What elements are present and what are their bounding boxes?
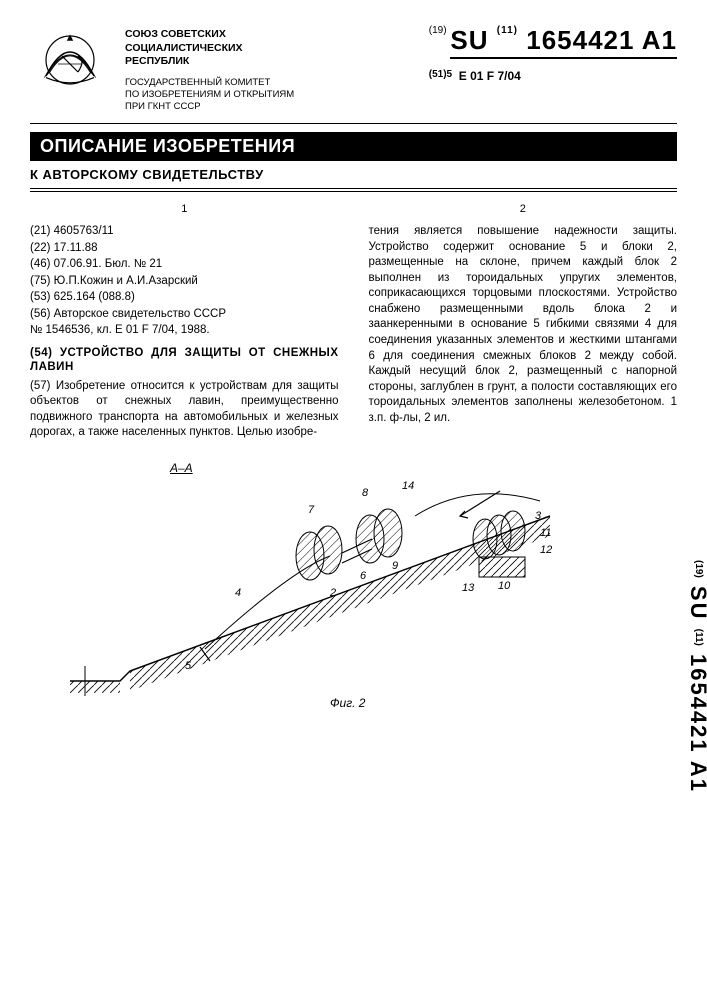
authority-line: СОЦИАЛИСТИЧЕСКИХ	[125, 42, 414, 56]
svg-text:8: 8	[362, 487, 369, 499]
abstract-text-left: Изобретение относится к устройствам для …	[30, 380, 339, 439]
figure-caption: Фиг. 2	[330, 696, 365, 710]
svg-text:12: 12	[540, 544, 552, 556]
column-number: 1	[30, 202, 339, 217]
svg-text:10: 10	[498, 580, 511, 592]
kind-code: A1	[642, 25, 677, 55]
committee-line: ГОСУДАРСТВЕННЫЙ КОМИТЕТ	[125, 77, 414, 89]
invention-title: (54) УСТРОЙСТВО ДЛЯ ЗАЩИТЫ ОТ СНЕЖНЫХ ЛА…	[30, 347, 339, 375]
column-left: 1 (21) 4605763/11 (22) 17.11.88 (46) 07.…	[30, 202, 339, 441]
figure-2: А–А 5 4	[30, 461, 677, 721]
ipc-block: (51)5 E 01 F 7/04	[429, 69, 677, 83]
svg-text:3: 3	[535, 510, 542, 522]
biblio-56a: (56) Авторское свидетельство СССР	[30, 307, 339, 323]
side-country: SU	[686, 586, 707, 621]
column-number: 2	[369, 202, 678, 217]
svg-text:5: 5	[185, 660, 192, 672]
side-number: 1654421 A1	[686, 654, 707, 793]
biblio-75: (75) Ю.П.Кожин и А.И.Азарский	[30, 274, 339, 290]
biblio-21: (21) 4605763/11	[30, 224, 339, 240]
document-subtitle: К АВТОРСКОМУ СВИДЕТЕЛЬСТВУ	[30, 167, 677, 182]
biblio-53: (53) 625.164 (088.8)	[30, 290, 339, 306]
committee-line: ПО ИЗОБРЕТЕНИЯМ И ОТКРЫТИЯМ	[125, 89, 414, 101]
abstract-left: (57) Изобретение относится к устройствам…	[30, 379, 339, 441]
side-code-11: (11)	[693, 629, 704, 646]
svg-text:14: 14	[402, 480, 414, 492]
biblio-56b: № 1546536, кл. E 01 F 7/04, 1988.	[30, 323, 339, 339]
authority-text: СОЮЗ СОВЕТСКИХ СОЦИАЛИСТИЧЕСКИХ РЕСПУБЛИ…	[125, 20, 414, 113]
code-54: (54)	[30, 347, 52, 359]
svg-text:4: 4	[235, 587, 241, 599]
section-label: А–А	[170, 461, 193, 475]
text-columns: 1 (21) 4605763/11 (22) 17.11.88 (46) 07.…	[30, 202, 677, 441]
committee-line: ПРИ ГКНТ СССР	[125, 101, 414, 113]
svg-text:2: 2	[329, 587, 336, 599]
side-tab: (19) SU (11) 1654421 A1	[685, 560, 707, 793]
patent-number-block: (19) SU (11) 1654421 A1 (51)5 E 01 F 7/0…	[429, 20, 677, 83]
code-51: (51)5	[429, 69, 452, 80]
patent-number: 1654421	[526, 25, 634, 55]
state-emblem	[30, 20, 110, 100]
code-19: (19)	[429, 25, 447, 36]
code-11: (11)	[497, 25, 518, 36]
abstract-right: тения является повышение надежности защи…	[369, 224, 678, 426]
document-title-band: ОПИСАНИЕ ИЗОБРЕТЕНИЯ	[30, 132, 677, 161]
svg-text:6: 6	[360, 570, 367, 582]
divider	[30, 191, 677, 192]
side-code-19: (19)	[693, 560, 704, 578]
ipc-class: E 01 F 7/04	[459, 69, 521, 83]
svg-text:11: 11	[540, 527, 551, 539]
authority-line: СОЮЗ СОВЕТСКИХ	[125, 28, 414, 42]
column-right: 2 тения является повышение надежности за…	[369, 202, 678, 441]
svg-text:13: 13	[462, 582, 475, 594]
figure-svg: 5 4 7 8 14 6 9 2	[30, 461, 670, 721]
country-code: SU	[450, 25, 488, 55]
authority-line: РЕСПУБЛИК	[125, 55, 414, 69]
svg-text:9: 9	[392, 560, 398, 572]
divider	[30, 123, 677, 124]
code-57: (57)	[30, 380, 50, 392]
title-text: УСТРОЙСТВО ДЛЯ ЗАЩИТЫ ОТ СНЕЖНЫХ ЛАВИН	[30, 347, 339, 373]
committee-block: ГОСУДАРСТВЕННЫЙ КОМИТЕТ ПО ИЗОБРЕТЕНИЯМ …	[125, 77, 414, 113]
biblio-22: (22) 17.11.88	[30, 241, 339, 257]
biblio-46: (46) 07.06.91. Бюл. № 21	[30, 257, 339, 273]
svg-text:7: 7	[308, 504, 315, 516]
divider	[30, 188, 677, 189]
